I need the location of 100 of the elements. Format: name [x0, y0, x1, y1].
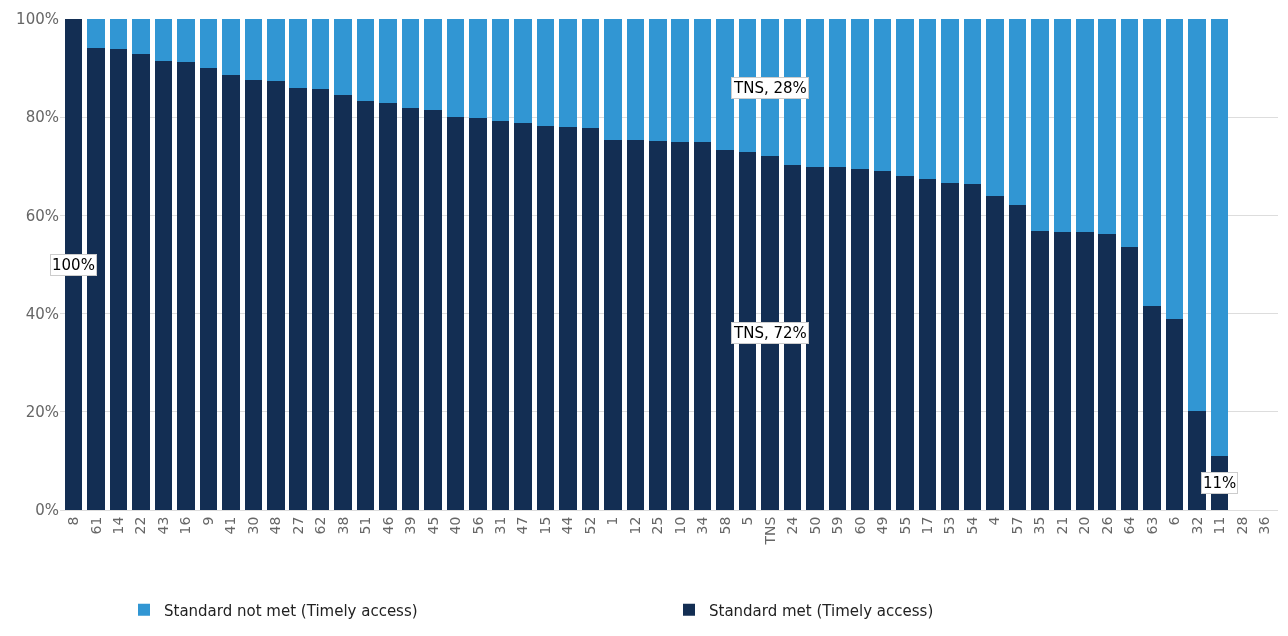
- bar: [671, 142, 689, 510]
- bar: [1188, 411, 1206, 510]
- x-tick-label: 61: [87, 516, 104, 535]
- x-tick-label: 34: [694, 516, 711, 535]
- bar: [177, 61, 195, 510]
- x-tick-label: 60: [851, 516, 868, 535]
- bar: [446, 116, 465, 510]
- bar: [244, 80, 263, 510]
- bar: [1165, 319, 1184, 510]
- bar: [1053, 231, 1072, 510]
- bar: [356, 100, 375, 510]
- x-tick-label: 20: [1076, 516, 1093, 535]
- bar: [1098, 233, 1116, 510]
- bar: [1188, 19, 1206, 412]
- x-tick-label: 10: [671, 516, 688, 535]
- bar: [491, 19, 510, 121]
- x-tick-label: 27: [289, 516, 306, 535]
- bar: [986, 19, 1004, 197]
- bar: [828, 19, 847, 168]
- bar: [1120, 246, 1139, 510]
- bar: [154, 61, 173, 510]
- x-tick-label: 1: [604, 516, 621, 526]
- bar: [559, 19, 577, 128]
- bar: [87, 19, 105, 49]
- x-tick-label: 41: [222, 516, 239, 535]
- bar: [918, 179, 937, 510]
- data-label: 11%: [1203, 474, 1237, 492]
- bar: [424, 19, 442, 110]
- x-tick-label: 12: [626, 516, 643, 535]
- bar: [963, 184, 982, 510]
- bar: [469, 19, 487, 118]
- bar: [1165, 19, 1184, 320]
- bar: [536, 19, 555, 127]
- bar: [1098, 19, 1116, 234]
- bar: [941, 19, 959, 184]
- bar: [222, 19, 240, 76]
- bar: [311, 89, 330, 510]
- x-tick-label: 22: [132, 516, 149, 535]
- x-tick-label: 36: [1256, 516, 1273, 535]
- bar: [154, 19, 173, 62]
- x-tick-label: 11: [1211, 516, 1228, 535]
- y-tick-label: 40%: [25, 304, 59, 323]
- bar: [604, 19, 622, 140]
- y-tick-label: 100%: [16, 10, 59, 29]
- x-tick-label: 43: [154, 516, 171, 535]
- x-tick-label: 44: [559, 516, 576, 535]
- x-tick-label: 9: [199, 516, 216, 526]
- x-tick-label: 4: [986, 516, 1003, 526]
- x-tick-label: 56: [469, 516, 486, 535]
- bar: [626, 139, 645, 510]
- bar: [469, 117, 487, 510]
- bar: [491, 120, 510, 510]
- x-tick-label: 21: [1053, 516, 1070, 535]
- bar: [1008, 205, 1027, 510]
- bar: [334, 94, 352, 510]
- x-tick-label: 14: [109, 516, 126, 535]
- bar: [716, 149, 734, 510]
- bar: [109, 19, 128, 50]
- x-tick-label: 57: [1008, 516, 1025, 535]
- x-tick-label: 53: [941, 516, 958, 535]
- x-tick-label: 59: [829, 516, 846, 535]
- y-tick-label: 20%: [25, 403, 59, 422]
- bar: [1210, 19, 1229, 456]
- data-label: 100%: [52, 256, 95, 274]
- bar: [199, 19, 218, 68]
- bar: [1120, 19, 1139, 247]
- bar: [851, 168, 869, 510]
- x-tick-label: 51: [357, 516, 374, 535]
- bar: [424, 109, 442, 510]
- bar: [873, 19, 892, 171]
- y-tick-label: 80%: [25, 108, 59, 127]
- bar: [693, 19, 712, 143]
- bar: [1053, 19, 1072, 232]
- bar: [716, 19, 734, 150]
- bar: [559, 127, 577, 510]
- bar: [896, 176, 914, 510]
- x-tick-label: 46: [379, 516, 396, 535]
- x-tick-label: 50: [806, 516, 823, 535]
- data-label: TNS, 72%: [733, 324, 807, 342]
- bar: [604, 139, 622, 510]
- x-tick-label: 38: [334, 516, 351, 535]
- bar: [963, 19, 982, 185]
- bar: [693, 142, 712, 510]
- x-tick-label: 55: [896, 516, 913, 535]
- bar: [536, 126, 555, 510]
- x-tick-label: 26: [1098, 516, 1115, 535]
- bar: [806, 166, 824, 510]
- y-tick-label: 60%: [25, 206, 59, 225]
- bar: [1031, 19, 1049, 231]
- x-tick-label: 15: [536, 516, 553, 535]
- bar: [132, 19, 150, 55]
- bar: [1075, 232, 1094, 510]
- x-tick-label: 63: [1143, 516, 1160, 535]
- x-tick-label: TNS: [761, 516, 778, 546]
- x-tick-label: 47: [514, 516, 531, 535]
- x-tick-label: 54: [963, 516, 980, 535]
- bar: [806, 19, 824, 167]
- legend-label: Standard met (Timely access): [709, 601, 934, 620]
- x-tick-label: 24: [784, 516, 801, 535]
- x-tick-label: 45: [424, 516, 441, 535]
